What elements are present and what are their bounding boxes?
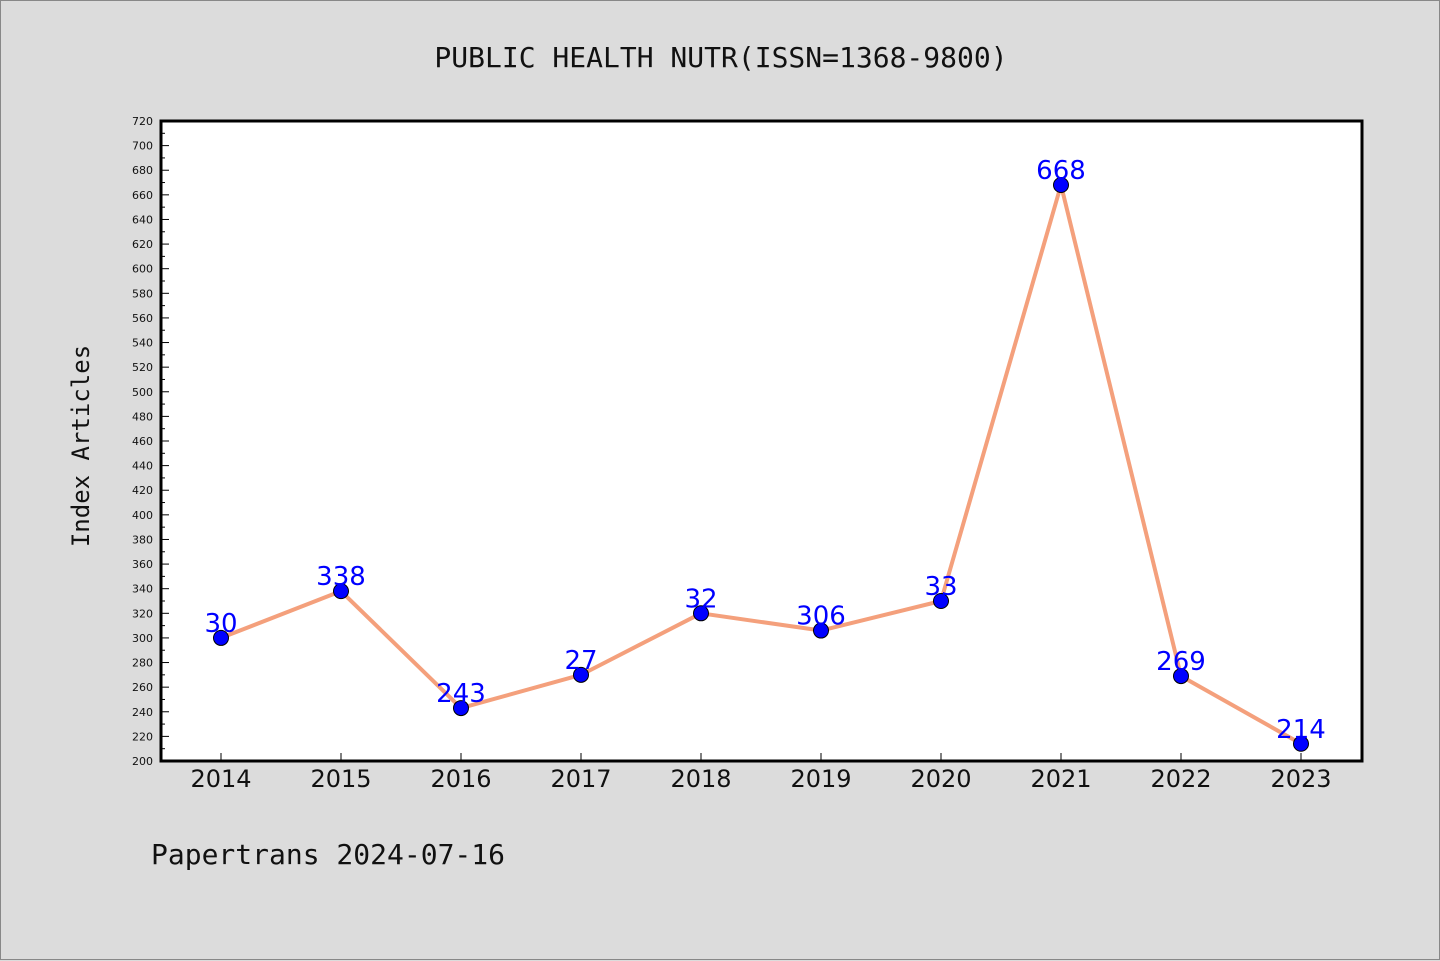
data-label: 306 — [796, 602, 846, 632]
y-tick-label: 200 — [132, 755, 153, 768]
y-tick-label: 620 — [132, 238, 153, 251]
plot-area — [159, 119, 1364, 763]
data-point — [453, 700, 469, 717]
data-point — [1173, 668, 1189, 685]
data-label: 214 — [1276, 715, 1326, 745]
point-labels: 30 338 243 27 32 306 33 668 269 214 — [204, 156, 1325, 745]
data-label: 27 — [564, 646, 597, 676]
y-axis-ticks: 200 220 240 260 280 300 320 340 360 380 400 420 440 4… — [132, 115, 169, 768]
series-markers — [213, 177, 1309, 752]
y-tick-label: 420 — [132, 484, 153, 497]
y-tick-label: 500 — [132, 386, 153, 399]
data-label: 668 — [1036, 156, 1086, 186]
y-tick-label: 640 — [132, 213, 153, 226]
data-point — [813, 622, 829, 639]
chart-title: PUBLIC HEALTH NUTR(ISSN=1368-9800) — [434, 41, 1007, 74]
x-tick-label: 2020 — [910, 765, 971, 793]
x-tick-label: 2018 — [670, 765, 731, 793]
x-tick-label: 2019 — [790, 765, 851, 793]
y-tick-label: 380 — [132, 533, 153, 546]
y-tick-label: 520 — [132, 361, 153, 374]
y-tick-label: 720 — [132, 115, 153, 128]
y-tick-label: 480 — [132, 410, 153, 423]
y-tick-label: 340 — [132, 583, 153, 596]
data-point — [1293, 735, 1309, 752]
data-label: 243 — [436, 679, 486, 709]
x-tick-label: 2015 — [310, 765, 371, 793]
x-tick-label: 2023 — [1270, 765, 1331, 793]
data-label: 338 — [316, 562, 366, 592]
y-tick-label: 220 — [132, 730, 153, 743]
x-axis-ticks: 2014 2015 2016 2017 2018 2019 2020 2021 2022 2023 — [190, 753, 1332, 793]
y-tick-label: 580 — [132, 287, 153, 300]
data-point — [333, 583, 349, 600]
data-point — [573, 666, 589, 683]
data-label: 269 — [1156, 647, 1206, 677]
y-tick-label: 560 — [132, 312, 153, 325]
y-tick-label: 700 — [132, 140, 153, 153]
x-tick-label: 2017 — [550, 765, 611, 793]
data-point — [213, 629, 229, 646]
x-tick-label: 2022 — [1150, 765, 1211, 793]
x-tick-label: 2014 — [190, 765, 251, 793]
y-tick-label: 460 — [132, 435, 153, 448]
x-tick-label: 2016 — [430, 765, 491, 793]
footer-text: Papertrans 2024-07-16 — [151, 838, 505, 871]
data-label: 33 — [924, 572, 957, 602]
data-point — [933, 593, 949, 609]
y-tick-label: 660 — [132, 189, 153, 202]
data-label: 30 — [204, 609, 237, 639]
y-tick-label: 400 — [132, 509, 153, 522]
y-tick-label: 540 — [132, 337, 153, 350]
x-tick-label: 2021 — [1030, 765, 1091, 793]
y-tick-label: 320 — [132, 607, 153, 620]
y-tick-label: 300 — [132, 632, 153, 645]
y-tick-label: 260 — [132, 681, 153, 694]
data-point — [1053, 177, 1069, 193]
y-tick-label: 600 — [132, 263, 153, 276]
y-axis-label: Index Articles — [67, 345, 95, 547]
data-point — [693, 605, 709, 622]
y-tick-label: 240 — [132, 706, 153, 719]
y-tick-label: 680 — [132, 164, 153, 177]
y-tick-label: 360 — [132, 558, 153, 571]
y-tick-label: 440 — [132, 460, 153, 473]
data-label: 32 — [684, 584, 717, 614]
y-tick-label: 280 — [132, 657, 153, 670]
series-line — [220, 183, 1302, 746]
